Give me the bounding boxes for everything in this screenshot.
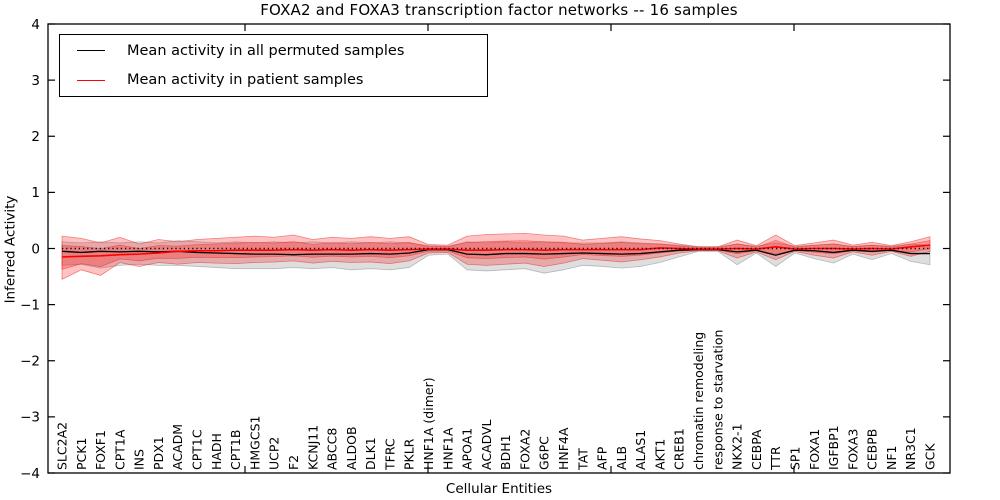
legend-entry-patient-label: Mean activity in patient samples [127, 72, 364, 89]
x-category-label: TTR [768, 446, 783, 471]
x-category-label: CPT1A [112, 429, 127, 470]
line-permuted-mean [61, 248, 930, 256]
x-category-label: ALB [614, 446, 629, 470]
x-category-label: FOXA2 [517, 429, 532, 470]
y-tick-label: −2 [20, 354, 40, 370]
x-category-label: PCK1 [74, 438, 89, 470]
x-category-label: NF1 [884, 446, 899, 471]
x-category-label: AKT1 [652, 439, 667, 470]
y-tick-label: −4 [20, 466, 40, 482]
y-tick-label: 0 [31, 241, 40, 257]
x-category-label: UCP2 [267, 437, 282, 470]
x-category-label: GCK [923, 443, 938, 470]
x-category-label: CREB1 [672, 428, 687, 470]
chart-title: FOXA2 and FOXA3 transcription factor net… [260, 1, 738, 19]
y-tick-label: 2 [31, 129, 40, 145]
x-category-label: DLK1 [363, 437, 378, 470]
y-tick-label: 1 [31, 185, 40, 201]
x-category-label: FOXF1 [93, 430, 108, 470]
x-category-label: response to starvation [710, 330, 725, 471]
x-category-label: chromatin remodeling [691, 332, 706, 470]
x-category-label: HADH [209, 433, 224, 470]
x-category-label: HMGCS1 [247, 416, 262, 471]
patient-line-swatch [77, 79, 105, 81]
legend-entry-permuted: Mean activity in all permuted samples [60, 37, 487, 65]
x-category-label: FOXA3 [845, 429, 860, 470]
x-category-label: ALAS1 [633, 430, 648, 470]
x-category-label: KCNJ11 [305, 425, 320, 470]
band-patient [61, 232, 931, 281]
permuted-line-swatch [77, 50, 105, 52]
x-category-label: NKX2-1 [730, 423, 745, 470]
x-category-label: G6PC [537, 436, 552, 470]
y-tick-label: 3 [31, 73, 40, 89]
y-tick-label: −1 [20, 297, 40, 313]
y-axis-label: Inferred Activity [2, 195, 19, 304]
x-category-label: CEBPB [865, 429, 880, 470]
x-category-label: PKLR [402, 438, 417, 470]
y-tick-label: −3 [20, 410, 40, 426]
x-category-label: TAT [575, 448, 590, 471]
x-category-label: NR3C1 [903, 427, 918, 470]
x-category-label: ACADVL [479, 419, 494, 470]
x-axis-label: Cellular Entities [445, 481, 553, 497]
x-category-label: HNF1A (dimer) [421, 377, 436, 470]
x-category-label: HNF4A [556, 427, 571, 470]
x-category-label: SP1 [787, 447, 802, 470]
x-category-label: HNF1A [440, 427, 455, 470]
y-tick-label: 4 [31, 17, 40, 33]
legend: Mean activity in all permuted samples Me… [59, 34, 488, 97]
x-category-label: ABCC8 [325, 428, 340, 470]
x-category-label: TFRC [382, 438, 397, 471]
x-category-label: F2 [286, 455, 301, 470]
x-category-label: ACADM [170, 424, 185, 470]
x-category-label: ALDOB [344, 426, 359, 470]
x-category-label: SLC2A2 [55, 422, 70, 470]
legend-entry-patient: Mean activity in patient samples [60, 66, 487, 94]
x-category-label: FOXA1 [807, 429, 822, 470]
legend-entry-permuted-label: Mean activity in all permuted samples [127, 42, 405, 59]
x-category-label: APOA1 [460, 428, 475, 470]
x-category-label: IGFBP1 [826, 425, 841, 470]
x-category-label: CEBPA [749, 429, 764, 470]
x-category-label: CPT1C [190, 429, 205, 470]
x-category-label: PDX1 [151, 436, 166, 470]
x-category-label: INS [132, 449, 147, 470]
x-category-label: AFP [595, 446, 610, 470]
band-patient-inner [61, 239, 931, 270]
x-category-label: CPT1B [228, 430, 243, 470]
x-category-label: BDH1 [498, 434, 513, 470]
